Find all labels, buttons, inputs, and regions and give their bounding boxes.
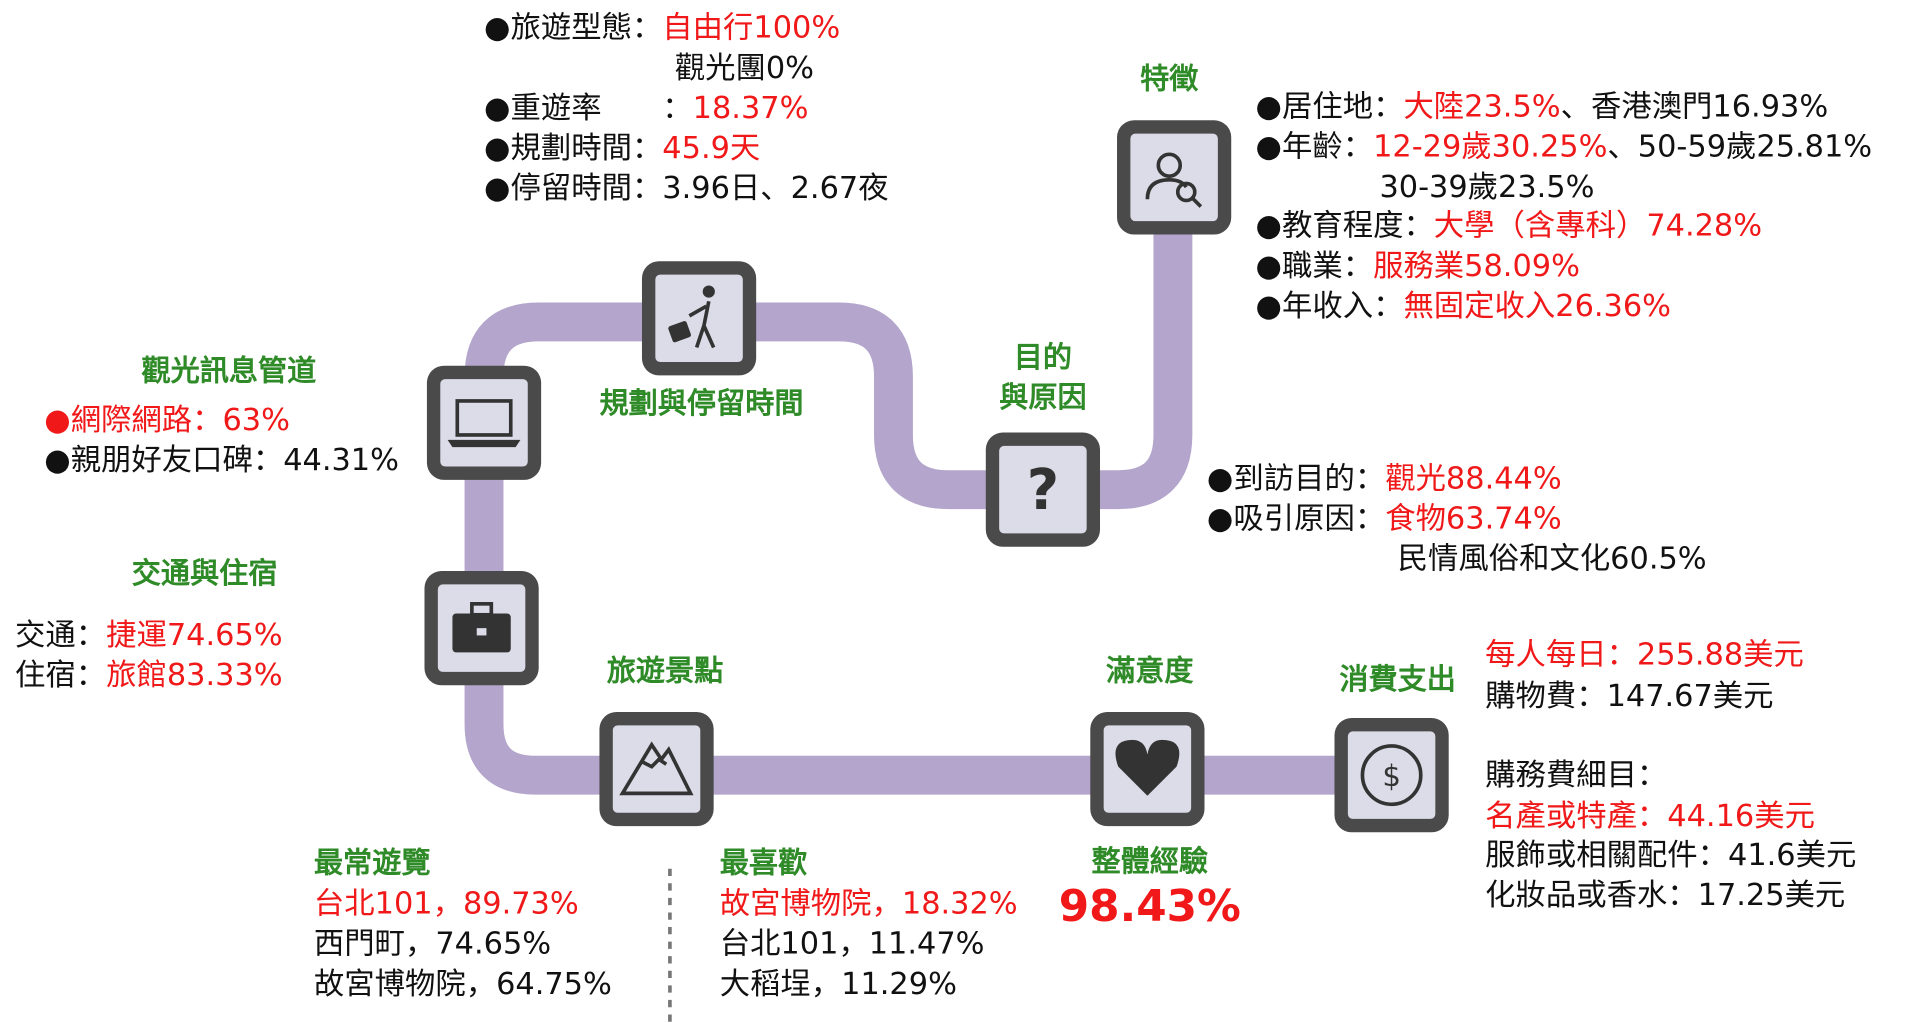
text-line: ●網際網路：63% [44,403,290,438]
text-line: ●年齡：12-29歲30.25%、50-59歲25.81% [1256,130,1873,165]
label: ●旅遊型態： [484,11,662,46]
text-line: 住宿：旅館83.33% [15,658,283,693]
label: 大學（含專科）74.28% [1434,209,1762,244]
label: 目的 [1014,340,1072,374]
text-line: ●停留時間：3.96日、2.67夜 [484,171,889,206]
label: 台北101，89.73% [314,887,579,922]
label: 、50-59歲25.81% [1607,130,1872,165]
label: 名產或特產：44.16美元 [1485,799,1815,834]
text-line: 觀光團0% [675,51,814,86]
label: 故宮博物院，18.32% [720,887,1018,922]
label: 旅遊景點 [607,653,724,687]
label: ●居住地： [1256,90,1404,125]
label: ●親朋好友口碑：44.31% [44,443,399,478]
label: 西門町，74.65% [314,927,551,962]
dollar-icon: $ [1334,718,1449,833]
label: ●職業： [1256,249,1374,284]
text-line: ●到訪目的：觀光88.44% [1207,461,1562,496]
label: ●規劃時間： [484,131,662,166]
label: ●吸引原因： [1207,502,1385,537]
heart-icon [1090,711,1205,827]
text-line: 30-39歲23.5% [1379,170,1594,205]
label: ●停留時間：3.96日、2.67夜 [484,171,889,206]
text-line: ●旅遊型態：自由行100% [484,11,840,46]
question-icon: ? [985,432,1101,547]
traveler-icon [641,261,757,376]
label: 住宿： [15,658,106,693]
label: 化妝品或香水：17.25美元 [1485,878,1845,913]
planning: ●旅遊型態：自由行100% 觀光團0% ●重遊率 ：18.37% ●規劃時間：4… [484,11,889,420]
text-line: 民情風俗和文化60.5% [1398,542,1707,577]
route [464,176,1392,795]
transport: 交通與住宿 交通：捷運74.65% 住宿：旅館83.33% [15,556,283,693]
label: 每人每日：255.88美元 [1485,638,1804,673]
label: ●年齡： [1256,130,1374,165]
label: ●網際網路：63% [44,403,290,438]
label: 捷運74.65% [106,618,282,653]
icons: ?$ [424,120,1449,833]
label: 、香港澳門16.93% [1561,90,1829,125]
text-line: ●親朋好友口碑：44.31% [44,443,399,478]
laptop-icon [426,365,542,480]
label: 98.43% [1059,881,1241,932]
text-line: ●居住地：大陸23.5%、香港澳門16.93% [1256,90,1829,125]
label: 18.37% [693,91,809,126]
label: 最喜歡 [720,845,807,879]
text-line: ●職業：服務業58.09% [1256,249,1580,284]
spending: 消費支出 每人每日：255.88美元 購物費：147.67美元 購務費細目： 名… [1339,638,1856,914]
label: 45.9天 [662,131,760,166]
label: 觀光88.44% [1385,461,1561,496]
purpose: 目的 與原因 ●到訪目的：觀光88.44% ●吸引原因：食物63.74% 民情風… [999,340,1706,577]
briefcase-icon [424,571,539,686]
label: 購務費細目： [1485,758,1667,793]
label: 旅館83.33% [106,658,282,693]
traits: 特徵 ●居住地：大陸23.5%、香港澳門16.93% ●年齡：12-29歲30.… [1140,62,1872,324]
attractions: 旅遊景點 最常遊覽 台北101，89.73% 西門町，74.65% 故宮博物院，… [314,653,1018,1001]
person-icon [1117,120,1232,235]
label: 台北101，11.47% [720,927,985,962]
svg-text:?: ? [1027,458,1059,523]
label: 最常遊覽 [314,845,431,879]
label: 交通與住宿 [132,556,278,590]
label: 與原因 [999,380,1086,414]
label: 12-29歲30.25% [1373,130,1607,165]
label: 民情風俗和文化60.5% [1398,542,1707,577]
svg-text:$: $ [1382,759,1401,793]
label: 消費支出 [1339,662,1456,696]
label: 觀光訊息管道 [141,353,316,387]
label: 購物費：147.67美元 [1485,679,1773,714]
mountain-icon [599,711,714,827]
text-line: ●年收入：無固定收入26.36% [1256,289,1672,324]
label: 自由行100% [662,11,840,46]
label: 交通： [15,618,106,653]
label: 30-39歲23.5% [1379,170,1594,205]
label: 食物63.74% [1385,502,1561,537]
text-line: ●吸引原因：食物63.74% [1207,502,1562,537]
label: 整體經驗 [1092,844,1209,878]
satisfaction: 滿意度 整體經驗 98.43% [1059,653,1241,932]
label: ●到訪目的： [1207,461,1385,496]
label: 無固定收入26.36% [1403,289,1671,324]
label: ●重遊率 ： [484,91,693,126]
label: 觀光團0% [675,51,814,86]
label: 特徵 [1140,62,1199,96]
label: 服飾或相關配件：41.6美元 [1485,838,1856,873]
label: 故宮博物院，64.75% [314,967,612,1002]
text-line: ●規劃時間：45.9天 [484,131,760,166]
label: 規劃與停留時間 [600,386,804,420]
label: ●教育程度： [1256,209,1434,244]
label: 大陸23.5% [1403,90,1560,125]
label: 大稻埕，11.29% [720,967,957,1002]
label: 滿意度 [1106,653,1194,687]
label: 服務業58.09% [1373,249,1580,284]
text-line: ●教育程度：大學（含專科）74.28% [1256,209,1763,244]
text-line: 交通：捷運74.65% [15,618,283,653]
label: ●年收入： [1256,289,1404,324]
text-line: ●重遊率 ：18.37% [484,91,808,126]
info: 觀光訊息管道 ●網際網路：63% ●親朋好友口碑：44.31% [44,353,399,478]
